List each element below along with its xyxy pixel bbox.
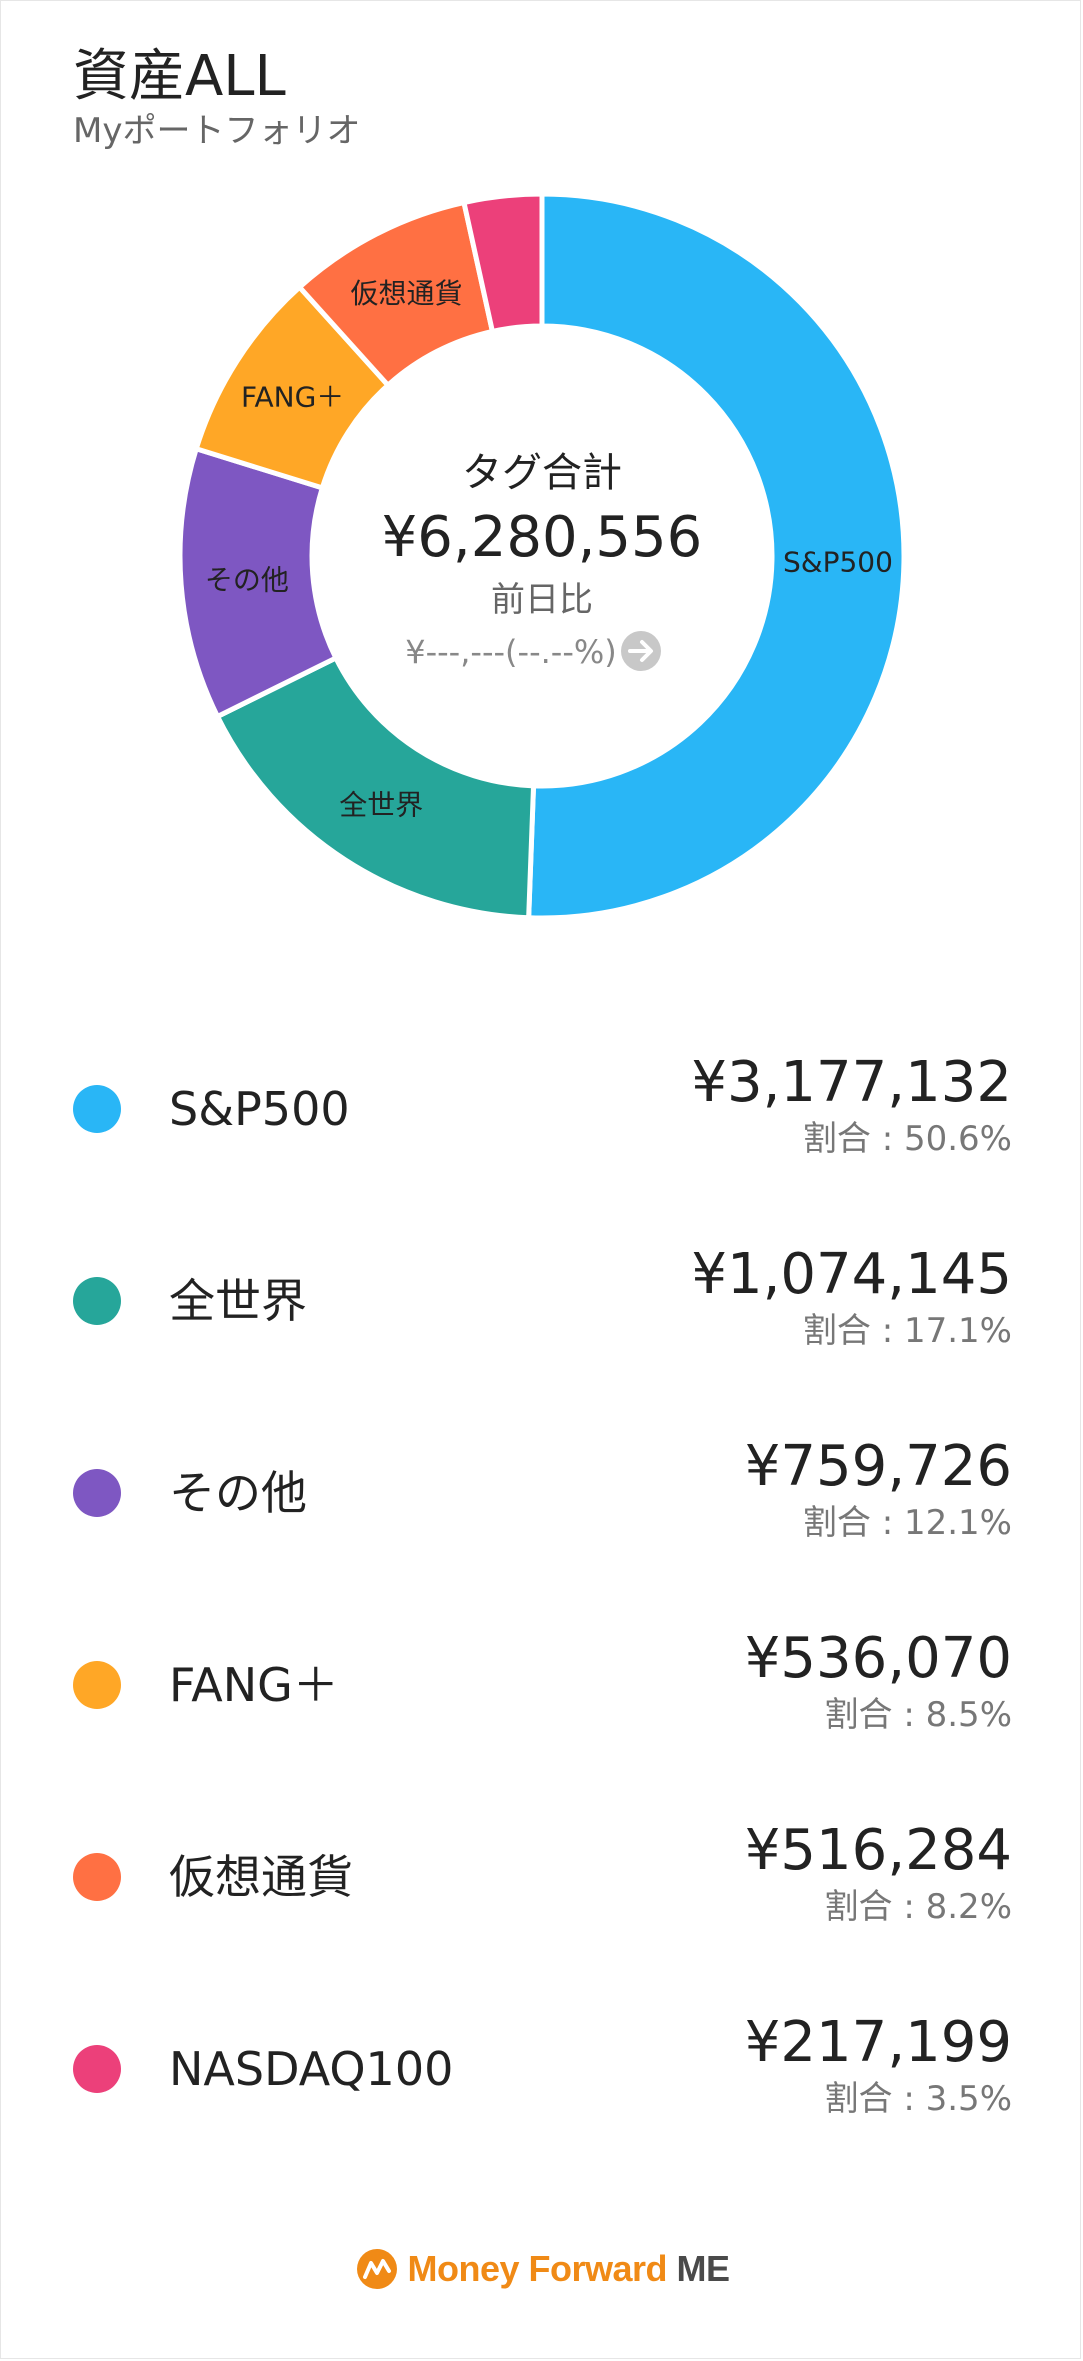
legend-value: ¥1,074,145 — [691, 1242, 1012, 1307]
donut-slice[interactable] — [460, 191, 545, 335]
center-label: タグ合計 — [462, 450, 622, 496]
legend-ratio: 割合 : 8.2% — [824, 1887, 1012, 1927]
legend-name: 仮想通貨 — [169, 1850, 353, 1904]
footer-logo-text: Money Forward ME — [407, 2248, 731, 2290]
legend-name: S&P500 — [169, 1082, 350, 1136]
footer: Money Forward ME — [1, 2239, 1083, 2299]
legend-row[interactable]: 全世界 ¥1,074,145 割合 : 17.1% — [1, 1233, 1083, 1363]
legend-ratio: 割合 : 50.6% — [802, 1119, 1012, 1159]
donut-slice-label: S&P500 — [783, 545, 893, 578]
center-total: ¥6,280,556 — [382, 505, 703, 570]
legend-row[interactable]: その他 ¥759,726 割合 : 12.1% — [1, 1425, 1083, 1555]
legend-value: ¥3,177,132 — [691, 1050, 1012, 1115]
legend-value: ¥217,199 — [744, 2010, 1012, 2075]
legend-row[interactable]: 仮想通貨 ¥516,284 割合 : 8.2% — [1, 1809, 1083, 1939]
donut-slice-label: その他 — [205, 563, 289, 596]
center-change-value: ¥---,---(--.--%) — [405, 633, 617, 671]
legend-color-dot — [73, 1661, 121, 1709]
legend-value: ¥516,284 — [744, 1818, 1012, 1883]
legend-name: NASDAQ100 — [169, 2042, 454, 2096]
legend-ratio: 割合 : 12.1% — [802, 1503, 1012, 1543]
donut-slice-label: 仮想通貨 — [350, 277, 462, 310]
legend-value: ¥536,070 — [744, 1626, 1012, 1691]
footer-suffix: ME — [676, 2248, 731, 2289]
money-forward-logo-icon — [357, 2249, 398, 2289]
legend-color-dot — [73, 1469, 121, 1517]
legend-name: FANG＋ — [169, 1658, 339, 1712]
donut-slices — [177, 191, 907, 921]
legend-name: 全世界 — [169, 1274, 307, 1328]
center-change-label: 前日比 — [491, 580, 593, 620]
donut-chart[interactable]: S&P500 全世界 その他 FANG＋ 仮想通貨 タグ合計 ¥6,280,556 前日… — [1, 181, 1083, 941]
legend-name: その他 — [169, 1466, 307, 1520]
donut-slice-label: FANG＋ — [241, 381, 344, 414]
page-title: 資産ALL — [73, 44, 286, 109]
legend-color-dot — [73, 1085, 121, 1133]
donut-slice-label: 全世界 — [339, 789, 423, 822]
footer-brand: Money Forward — [407, 2248, 667, 2289]
legend-ratio: 割合 : 17.1% — [802, 1311, 1012, 1351]
legend-color-dot — [73, 2045, 121, 2093]
donut-slice-labels: S&P500 全世界 その他 FANG＋ 仮想通貨 — [205, 277, 893, 822]
arrow-right-circle-icon[interactable] — [621, 631, 661, 671]
legend-ratio: 割合 : 8.5% — [824, 1695, 1012, 1735]
donut-slice[interactable] — [214, 654, 537, 921]
legend-color-dot — [73, 1853, 121, 1901]
legend-value: ¥759,726 — [744, 1434, 1012, 1499]
legend-ratio: 割合 : 3.5% — [824, 2079, 1012, 2119]
legend-row[interactable]: FANG＋ ¥536,070 割合 : 8.5% — [1, 1617, 1083, 1747]
donut-slice[interactable] — [526, 191, 907, 921]
legend-row[interactable]: NASDAQ100 ¥217,199 割合 : 3.5% — [1, 2001, 1083, 2131]
donut-center: タグ合計 ¥6,280,556 前日比 ¥---,---(--.--%) — [382, 450, 703, 671]
legend-color-dot — [73, 1277, 121, 1325]
page-subtitle: Myポートフォリオ — [73, 111, 361, 151]
legend-row[interactable]: S&P500 ¥3,177,132 割合 : 50.6% — [1, 1041, 1083, 1171]
